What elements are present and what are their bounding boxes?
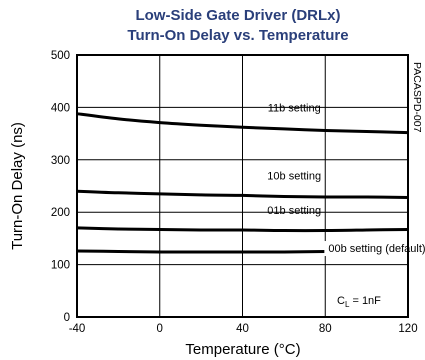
series-line-1 — [76, 189, 409, 199]
x-tick-label-1: 0 — [157, 323, 163, 335]
series-line-0 — [76, 112, 409, 135]
y-tick-label-1: 100 — [51, 260, 70, 272]
x-tick-label-4: 120 — [398, 323, 417, 335]
series-label-2: 01b setting — [267, 205, 321, 217]
plot-frame — [76, 54, 409, 318]
chart-subtitle: Turn-On Delay vs. Temperature — [127, 27, 348, 44]
y-tick-label-2: 200 — [51, 207, 70, 219]
series-label-3: 00b setting (default) — [328, 243, 425, 255]
series-labels: 11b setting 10b setting 01b setting 00b set… — [267, 102, 425, 257]
y-tick-label-0: 0 — [64, 312, 70, 324]
x-tick-label-2: 40 — [236, 323, 249, 335]
x-tick-label-0: -40 — [69, 323, 86, 335]
x-tick-label-3: 80 — [319, 323, 332, 335]
y-tick-labels: 0 100 200 300 400 500 — [51, 50, 70, 324]
y-tick-label-3: 300 — [51, 155, 70, 167]
series-label-1: 10b setting — [267, 170, 321, 182]
series-line-2 — [76, 226, 409, 233]
load-capacitance-annotation: CL = 1nF — [337, 295, 381, 309]
series-label-bg-3 — [324, 241, 425, 257]
series-label-0: 11b setting — [268, 102, 321, 114]
y-tick-label-4: 400 — [51, 102, 70, 114]
side-code-text: PACASPD-007 — [411, 62, 423, 133]
y-axis-label: Turn-On Delay (ns) — [9, 122, 26, 250]
y-tick-label-5: 500 — [51, 50, 70, 62]
x-tick-labels: -40 0 40 80 120 — [69, 323, 418, 335]
grid-lines — [77, 55, 408, 317]
chart-title: Low-Side Gate Driver (DRLx) — [135, 7, 340, 24]
x-axis-label: Temperature (°C) — [185, 341, 300, 358]
